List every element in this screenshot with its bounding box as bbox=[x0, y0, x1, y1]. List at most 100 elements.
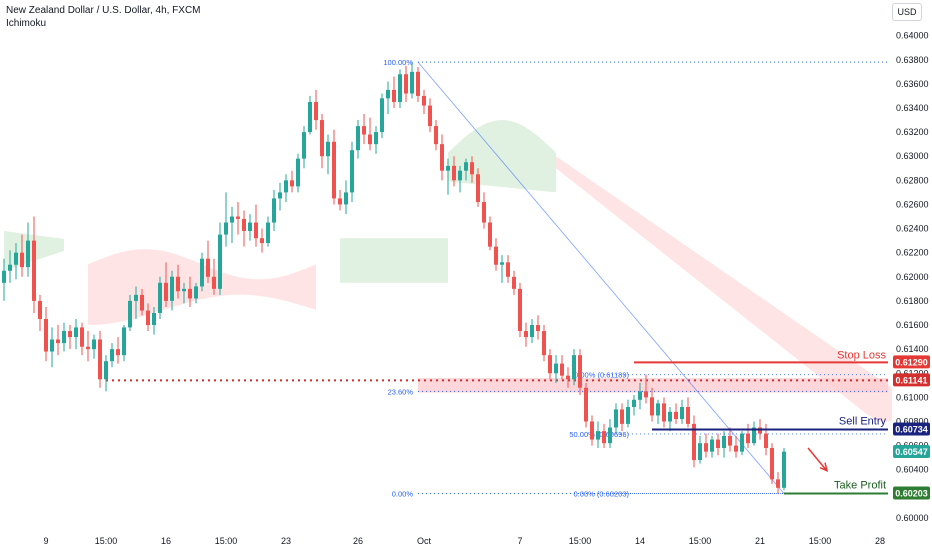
candle-body bbox=[314, 101, 318, 121]
candle-body bbox=[578, 355, 582, 388]
candle-body bbox=[74, 327, 78, 338]
candle-body bbox=[590, 421, 594, 440]
candle-body bbox=[302, 132, 306, 159]
candle-body bbox=[272, 198, 276, 223]
fib-label-2: 0.00% bbox=[392, 489, 414, 498]
candle-body bbox=[656, 403, 660, 416]
candle-body bbox=[602, 431, 606, 444]
candle-body bbox=[644, 391, 648, 398]
candle-body bbox=[350, 150, 354, 193]
candle-body bbox=[428, 105, 432, 127]
candle-body bbox=[614, 409, 618, 428]
candle-body bbox=[506, 262, 510, 277]
candle-body bbox=[488, 222, 492, 247]
y-tick-label: 0.63800 bbox=[896, 55, 929, 65]
x-tick-label: 15:00 bbox=[569, 536, 592, 546]
cloud-segment-4 bbox=[556, 156, 892, 422]
candle-body bbox=[356, 126, 360, 151]
candle-body bbox=[266, 222, 270, 244]
candle-body bbox=[782, 451, 786, 488]
candle-body bbox=[104, 361, 108, 380]
y-tick-label: 0.62200 bbox=[896, 248, 929, 258]
fib-label-1: 23.60% bbox=[388, 387, 414, 396]
candle-body bbox=[716, 439, 720, 449]
candle-body bbox=[62, 331, 66, 344]
candle-body bbox=[260, 238, 264, 244]
candle-body bbox=[740, 433, 744, 452]
x-tick-label: 15:00 bbox=[215, 536, 238, 546]
candle-body bbox=[692, 423, 696, 461]
candle-body bbox=[518, 288, 522, 332]
current-price-tag-label: 0.60547 bbox=[895, 447, 928, 457]
x-tick-label: 9 bbox=[43, 536, 48, 546]
candle-body bbox=[290, 180, 294, 187]
candle-body bbox=[110, 349, 114, 362]
y-tick-label: 0.62000 bbox=[896, 272, 929, 282]
candle-body bbox=[584, 387, 588, 422]
candle-body bbox=[68, 331, 72, 338]
candle-body bbox=[80, 327, 84, 347]
x-tick-label: 15:00 bbox=[689, 536, 712, 546]
take-profit-tag-label: 0.60203 bbox=[895, 488, 928, 498]
y-tick-label: 0.62400 bbox=[896, 224, 929, 234]
x-tick-label: Oct bbox=[417, 536, 432, 546]
y-tick-label: 0.62800 bbox=[896, 175, 929, 185]
take-profit-label: Take Profit bbox=[834, 479, 886, 491]
candle-body bbox=[140, 294, 144, 311]
chart-title: New Zealand Dollar / U.S. Dollar, 4h, FX… bbox=[6, 5, 201, 16]
candle-body bbox=[212, 276, 216, 289]
candle-body bbox=[734, 445, 738, 452]
candle-body bbox=[278, 192, 282, 199]
candle-body bbox=[8, 264, 12, 271]
candle-body bbox=[662, 403, 666, 422]
candle-body bbox=[152, 312, 156, 326]
resistance-zone bbox=[106, 378, 888, 393]
candle-body bbox=[176, 276, 180, 292]
candle-body bbox=[224, 222, 228, 235]
x-tick-label: 28 bbox=[875, 536, 885, 546]
candle-body bbox=[14, 252, 18, 265]
candle-body bbox=[512, 276, 516, 289]
candle-body bbox=[128, 300, 132, 328]
candle-body bbox=[416, 71, 420, 96]
candle-body bbox=[92, 339, 96, 350]
candle-body bbox=[158, 282, 162, 313]
candle-body bbox=[398, 74, 402, 102]
candle-body bbox=[440, 144, 444, 171]
y-tick-label: 0.60800 bbox=[896, 416, 929, 426]
candle-body bbox=[596, 431, 600, 440]
arrow-shaft bbox=[807, 447, 827, 471]
x-tick-label: 16 bbox=[161, 536, 171, 546]
y-tick-label: 0.63400 bbox=[896, 103, 929, 113]
candle-body bbox=[560, 363, 564, 376]
indicator-label: Ichimoku bbox=[6, 18, 47, 29]
candle-body bbox=[38, 300, 42, 319]
candle-body bbox=[764, 433, 768, 449]
candle-body bbox=[284, 180, 288, 193]
candle-body bbox=[542, 331, 546, 356]
candle-body bbox=[686, 407, 690, 424]
y-tick-label: 0.63200 bbox=[896, 127, 929, 137]
y-tick-label: 0.60400 bbox=[896, 465, 929, 475]
candle-body bbox=[98, 339, 102, 380]
y-tick-label: 0.62600 bbox=[896, 199, 929, 209]
currency-button[interactable]: USD bbox=[892, 3, 922, 21]
candle-body bbox=[2, 270, 6, 283]
candle-body bbox=[134, 294, 138, 301]
x-tick-label: 15:00 bbox=[95, 536, 118, 546]
candle-body bbox=[200, 258, 204, 287]
candle-body bbox=[482, 202, 486, 223]
candle-body bbox=[704, 443, 708, 452]
candle-body bbox=[728, 435, 732, 446]
candle-body bbox=[374, 132, 378, 145]
candle-body bbox=[44, 318, 48, 352]
candle-body bbox=[410, 71, 414, 94]
y-tick-label: 0.64000 bbox=[896, 31, 929, 41]
price-axis: 0.64000 0.63800 0.63600 0.63400 0.63200 0.630… bbox=[893, 31, 930, 523]
candle-body bbox=[674, 411, 678, 420]
candle-body bbox=[404, 74, 408, 94]
x-tick-label: 26 bbox=[353, 536, 363, 546]
x-tick-label: 23 bbox=[281, 536, 291, 546]
candle-body bbox=[566, 375, 570, 380]
